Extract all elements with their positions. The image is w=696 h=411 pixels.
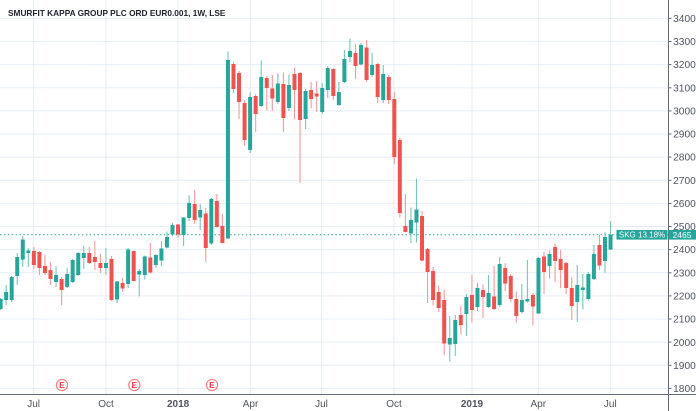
svg-text:2900: 2900 [673, 130, 696, 141]
svg-text:2800: 2800 [673, 153, 696, 164]
svg-text:3200: 3200 [673, 60, 696, 71]
svg-text:Oct: Oct [98, 399, 114, 410]
svg-text:2500: 2500 [673, 222, 696, 233]
svg-text:2019: 2019 [461, 399, 484, 410]
svg-text:Jul: Jul [604, 399, 617, 410]
svg-text:2400: 2400 [673, 245, 696, 256]
svg-text:3400: 3400 [673, 14, 696, 25]
svg-text:Jul: Jul [315, 399, 328, 410]
svg-text:Apr: Apr [243, 399, 259, 410]
svg-text:3300: 3300 [673, 37, 696, 48]
svg-text:Apr: Apr [531, 399, 547, 410]
svg-text:SMURFIT KAPPA GROUP PLC ORD EU: SMURFIT KAPPA GROUP PLC ORD EUR0.001, 1W… [8, 8, 226, 18]
svg-text:E: E [131, 380, 137, 390]
svg-text:2200: 2200 [673, 292, 696, 303]
svg-text:2300: 2300 [673, 268, 696, 279]
svg-text:3100: 3100 [673, 83, 696, 94]
svg-text:2018: 2018 [167, 399, 190, 410]
svg-text:2700: 2700 [673, 176, 696, 187]
svg-text:Jul: Jul [27, 399, 40, 410]
svg-text:2465: 2465 [673, 230, 692, 240]
svg-text:SKG 13.18%: SKG 13.18% [619, 231, 665, 240]
svg-text:Oct: Oct [386, 399, 402, 410]
svg-text:E: E [59, 380, 65, 390]
svg-text:2000: 2000 [673, 338, 696, 349]
svg-text:2100: 2100 [673, 315, 696, 326]
svg-text:1800: 1800 [673, 384, 696, 395]
svg-text:3000: 3000 [673, 107, 696, 118]
svg-text:E: E [209, 380, 215, 390]
svg-text:2600: 2600 [673, 199, 696, 210]
svg-text:1900: 1900 [673, 361, 696, 372]
